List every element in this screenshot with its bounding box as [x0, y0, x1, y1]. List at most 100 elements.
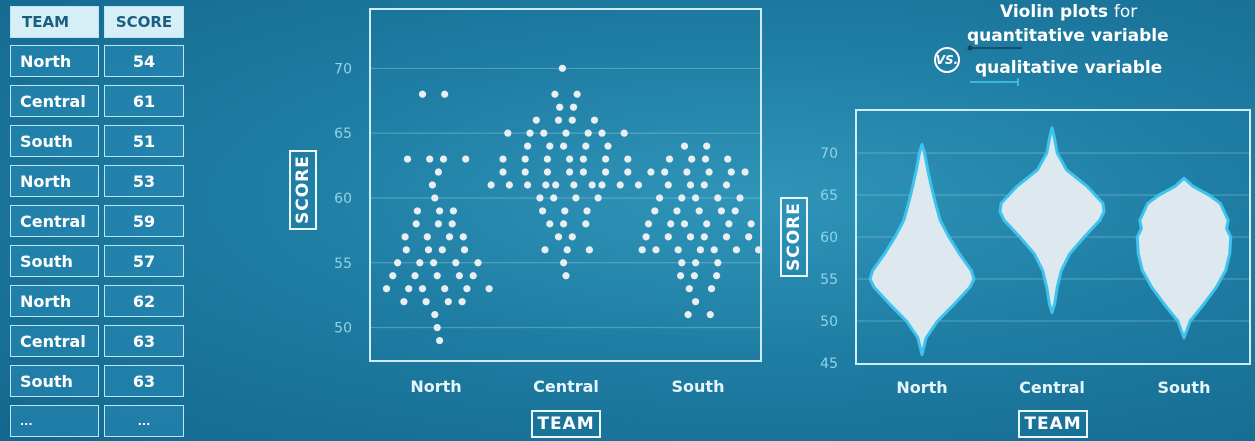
violin-y-tick-label: 45	[820, 356, 838, 372]
scatter-point	[590, 116, 599, 124]
scatter-point	[674, 246, 682, 254]
title-line1: Violin plots for	[1000, 2, 1137, 22]
scatter-point	[727, 168, 735, 176]
scatter-point	[543, 155, 552, 163]
scatter-point	[554, 116, 563, 124]
scatter-point	[634, 181, 643, 189]
scatter-point	[566, 168, 574, 176]
scatter-x-tick-label: South	[672, 377, 725, 396]
scatter-point	[400, 298, 408, 306]
scatter-point	[505, 181, 513, 189]
scatter-point	[521, 168, 529, 176]
scatter-point	[551, 90, 559, 98]
scatter-point	[428, 181, 436, 189]
violin-x-axis-label: TEAM	[1018, 410, 1088, 438]
scatter-point	[588, 181, 596, 189]
scatter-point	[584, 129, 592, 137]
cell-team: ...	[10, 405, 99, 437]
scatter-point	[431, 311, 439, 319]
scatter-point	[552, 181, 560, 189]
cell-score: 51	[104, 125, 184, 157]
scatter-point	[416, 259, 424, 267]
scatter-point	[562, 129, 570, 137]
scatter-point	[540, 129, 548, 137]
scatter-point	[685, 285, 693, 293]
scatter-point	[703, 220, 711, 228]
scatter-point	[573, 90, 581, 98]
scatter-point	[418, 90, 427, 98]
violin-x-tick-label: South	[1158, 378, 1211, 397]
scatter-point	[642, 233, 650, 241]
scatter-point	[539, 207, 547, 215]
scatter-point	[604, 142, 612, 150]
scatter-point	[524, 142, 532, 150]
scatter-point	[485, 285, 493, 293]
violin-y-tick-label: 55	[820, 272, 838, 288]
scatter-point	[725, 220, 733, 228]
scatter-point	[745, 233, 753, 241]
scatter-y-tick-label: 50	[334, 321, 352, 337]
scatter-point	[562, 272, 570, 280]
scatter-point	[680, 220, 689, 228]
scatter-point	[585, 246, 594, 254]
scatter-point	[678, 259, 686, 267]
scatter-point	[455, 272, 463, 280]
scatter-point	[566, 155, 574, 163]
scatter-x-tick-label: Central	[533, 377, 599, 396]
scatter-point	[436, 336, 444, 345]
scatter-point	[382, 285, 391, 293]
scatter-point	[439, 155, 448, 163]
scatter-point	[426, 155, 434, 163]
scatter-point	[441, 285, 449, 293]
scatter-point	[683, 168, 691, 176]
scatter-point	[602, 168, 610, 176]
scatter-point	[556, 103, 564, 111]
scatter-point	[722, 181, 731, 189]
scatter-point	[582, 220, 590, 228]
cell-team: South	[10, 365, 99, 397]
scatter-point	[624, 168, 632, 176]
scatter-point	[673, 207, 681, 215]
scatter-point	[705, 168, 713, 176]
violin-shape	[998, 126, 1106, 315]
table-row: North 53	[8, 165, 186, 199]
cell-team: South	[10, 125, 99, 157]
scatter-point	[579, 168, 588, 176]
table-row: Central 59	[8, 205, 186, 239]
scatter-point	[572, 194, 580, 202]
header-score: SCORE	[104, 6, 184, 38]
scatter-point	[554, 233, 563, 241]
scatter-point	[444, 298, 452, 306]
scatter-point	[536, 194, 544, 202]
cell-score: 54	[104, 45, 184, 77]
scatter-point	[499, 168, 507, 176]
scatter-point	[558, 64, 567, 72]
scatter-point	[463, 285, 471, 293]
scatter-point	[714, 194, 722, 202]
scatter-point	[402, 246, 410, 254]
scatter-point	[499, 155, 507, 163]
table-row: South 57	[8, 245, 186, 279]
scatter-point	[667, 220, 675, 228]
table-row: North 54	[8, 45, 186, 79]
table-row: South 63	[8, 365, 186, 399]
table-row: Central 61	[8, 85, 186, 119]
scatter-point	[582, 142, 590, 150]
table-row: South 51	[8, 125, 186, 159]
scatter-point	[678, 194, 686, 202]
scatter-point	[710, 246, 718, 254]
violin-shape	[868, 143, 976, 357]
scatter-point	[452, 259, 460, 267]
scatter-point	[724, 155, 732, 163]
scatter-point	[448, 220, 456, 228]
scatter-point	[644, 220, 653, 228]
scatter-point	[717, 207, 726, 215]
cell-team: North	[10, 45, 99, 77]
scatter-point	[560, 220, 568, 228]
scatter-point	[504, 129, 512, 137]
scatter-point	[692, 298, 700, 306]
scatter-point	[700, 233, 708, 241]
scatter-point	[656, 194, 664, 202]
